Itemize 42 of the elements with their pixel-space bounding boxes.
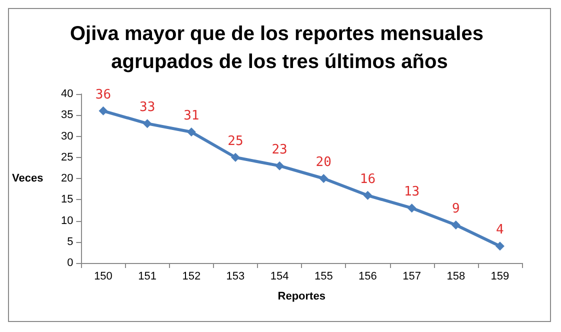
y-tick-label: 10: [60, 214, 74, 227]
y-tick-label: 25: [60, 151, 74, 164]
data-label: 36: [95, 87, 112, 102]
data-label: 4: [496, 222, 504, 238]
x-tick-label: 154: [270, 270, 289, 282]
x-tick-label: 152: [182, 270, 201, 282]
y-axis-title: Veces: [12, 172, 44, 184]
point: [451, 220, 460, 230]
x-tick-label: 159: [490, 270, 510, 282]
point: [319, 174, 328, 183]
data-label: 33: [139, 100, 156, 116]
x-tick-label: 151: [138, 270, 156, 282]
point: [142, 119, 152, 128]
data-label: 25: [228, 134, 244, 149]
x-tick-label: 156: [358, 270, 377, 282]
data-label: 9: [452, 201, 460, 216]
x-tick-label: 150: [94, 270, 112, 282]
data-label: 16: [360, 172, 376, 187]
x-tick-label: 158: [446, 270, 466, 282]
data-label: 13: [404, 184, 420, 200]
y-tick-label: 15: [60, 194, 74, 206]
y-tick-label: 30: [60, 130, 74, 142]
point: [363, 190, 372, 200]
point: [495, 242, 504, 251]
point: [98, 106, 108, 116]
x-tick-label: 153: [226, 270, 245, 282]
x-axis-title: Reportes: [278, 290, 326, 302]
data-label: 23: [272, 142, 288, 158]
x-tick-label: 155: [314, 270, 333, 282]
data-label: 31: [184, 108, 200, 124]
y-tick-label: 20: [60, 172, 74, 184]
data-label: 20: [316, 155, 332, 170]
y-tick-label: 5: [67, 236, 74, 248]
point: [407, 204, 416, 213]
point: [186, 128, 196, 137]
point: [230, 152, 240, 162]
y-tick-label: 35: [60, 109, 74, 122]
point: [275, 161, 284, 170]
x-tick-label: 157: [402, 270, 421, 282]
y-tick-label: 0: [67, 257, 74, 269]
y-tick-label: 40: [60, 88, 74, 100]
chart-title: Ojiva mayor que de los reportes mensuales agrupados de los tres últimos años: [70, 23, 490, 73]
